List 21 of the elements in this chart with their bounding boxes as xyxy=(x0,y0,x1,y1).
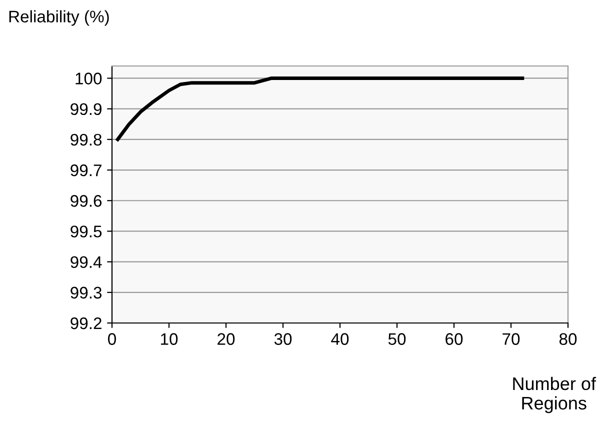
x-tick-label: 50 xyxy=(388,333,406,345)
y-tick-label: 99.6 xyxy=(70,195,102,207)
x-tick-label: 30 xyxy=(274,333,292,345)
x-tick-label: 80 xyxy=(559,333,577,345)
x-tick-label: 20 xyxy=(218,333,235,345)
y-tick-label: 99.4 xyxy=(70,256,102,268)
y-tick-label: 100 xyxy=(76,72,102,84)
y-tick-label: 99.5 xyxy=(70,226,102,238)
x-tick-label: 10 xyxy=(161,333,178,345)
x-tick-label: 0 xyxy=(108,333,116,345)
x-tick-label: 60 xyxy=(446,333,463,345)
y-axis-title: Reliability (%) xyxy=(9,10,109,26)
y-tick-label: 99.8 xyxy=(70,134,102,146)
x-tick-label: 40 xyxy=(331,333,349,345)
line-series xyxy=(116,76,524,142)
x-tick-label: 70 xyxy=(502,333,520,345)
y-tick-label: 99.2 xyxy=(70,317,102,330)
y-tick-label: 99.7 xyxy=(70,164,102,176)
x-axis-title: Number of Regions xyxy=(513,376,596,414)
y-tick-label: 99.9 xyxy=(70,103,102,116)
y-tick-label: 99.3 xyxy=(70,286,102,299)
